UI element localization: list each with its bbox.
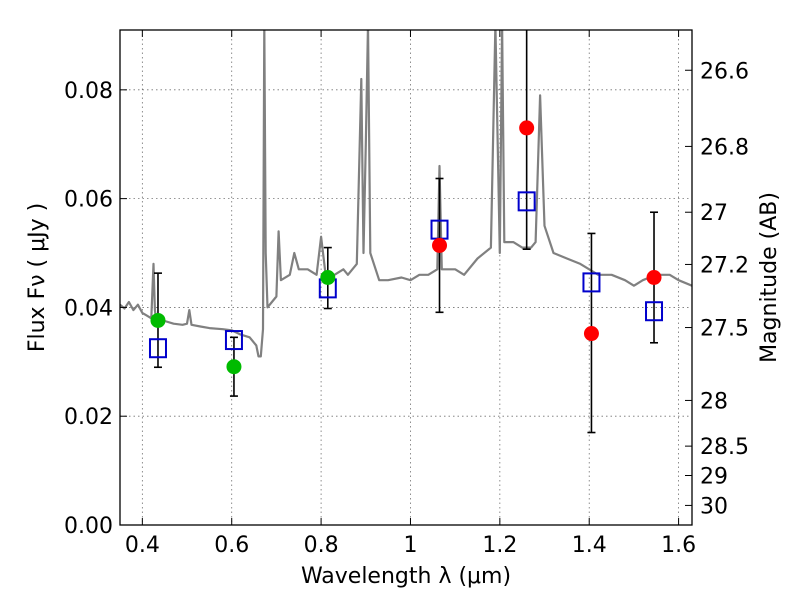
grid xyxy=(120,30,692,526)
x-tick-label: 0.6 xyxy=(214,533,249,558)
model-photometry-layer xyxy=(148,191,664,359)
data-point xyxy=(646,270,662,285)
observed-photometry-layer xyxy=(150,120,662,375)
data-point xyxy=(226,359,242,375)
model-square xyxy=(582,272,601,293)
plot-frame xyxy=(119,29,693,526)
y2-tick-label: 28.5 xyxy=(700,435,749,460)
y2-tick-label: 27.2 xyxy=(700,253,749,278)
data-point xyxy=(583,326,599,342)
y2-axis-title: Magnitude (AB) xyxy=(757,192,782,363)
data-point xyxy=(150,312,166,328)
x-tick-label: 0.8 xyxy=(304,533,339,558)
y2-tick-label: 29 xyxy=(700,465,728,490)
x-tick-label: 1.6 xyxy=(661,533,696,558)
model-square xyxy=(148,338,167,359)
data-point xyxy=(519,120,535,136)
model-square xyxy=(645,301,664,322)
y-axis-title: Flux Fν ( μJy ) xyxy=(25,203,50,352)
x-tick-label: 0.4 xyxy=(125,533,160,558)
x-axis-title: Wavelength λ (μm) xyxy=(301,564,511,589)
x-tick-label: 1 xyxy=(403,533,417,558)
y2-tick-label: 30 xyxy=(700,494,728,519)
model-square xyxy=(224,330,243,351)
y2-tick-label: 26.8 xyxy=(700,135,749,160)
data-point xyxy=(432,237,448,253)
y2-tick-label: 26.6 xyxy=(700,59,749,84)
y2-tick-label: 28 xyxy=(700,389,728,414)
spectrum-line xyxy=(120,30,692,358)
spectrum-layer xyxy=(120,30,692,358)
y2-tick-label: 27 xyxy=(700,201,728,226)
ticks: 0.4 0.6 0.8 1 1.2 1.4 1.6 0.00 0.02 0.04 0.06 0.08 2… xyxy=(64,30,749,558)
y-tick-label: 0.00 xyxy=(64,514,113,539)
y-tick-label: 0.02 xyxy=(64,405,113,430)
y-tick-label: 0.04 xyxy=(64,296,113,321)
y2-tick-label: 27.5 xyxy=(700,317,749,342)
x-tick-label: 1.2 xyxy=(482,533,517,558)
y-tick-label: 0.06 xyxy=(64,188,113,213)
y-tick-label: 0.08 xyxy=(64,79,113,104)
model-square xyxy=(517,191,536,212)
data-point xyxy=(320,270,336,285)
x-tick-label: 1.4 xyxy=(572,533,607,558)
